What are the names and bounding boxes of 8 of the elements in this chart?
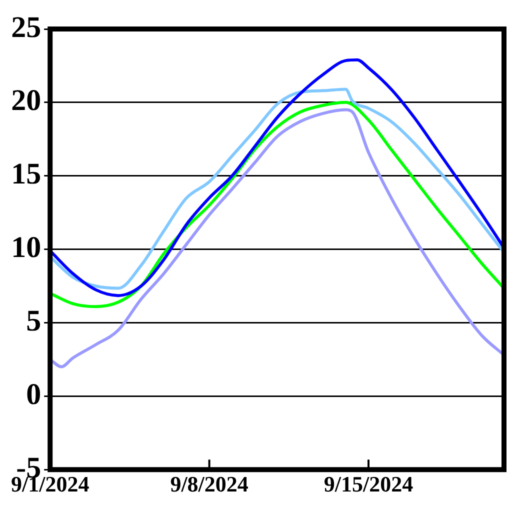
y-tick-label: 0 xyxy=(26,378,42,411)
y-tick-label: 10 xyxy=(11,231,42,264)
y-tick-label: 25 xyxy=(11,10,42,44)
x-tick-label: 9/15/2024 xyxy=(324,471,414,496)
y-tick-label: 20 xyxy=(11,84,42,118)
y-tick-label: 15 xyxy=(11,158,42,191)
y-tick-label: 5 xyxy=(26,304,42,338)
x-tick-label: 9/8/2024 xyxy=(170,471,248,496)
